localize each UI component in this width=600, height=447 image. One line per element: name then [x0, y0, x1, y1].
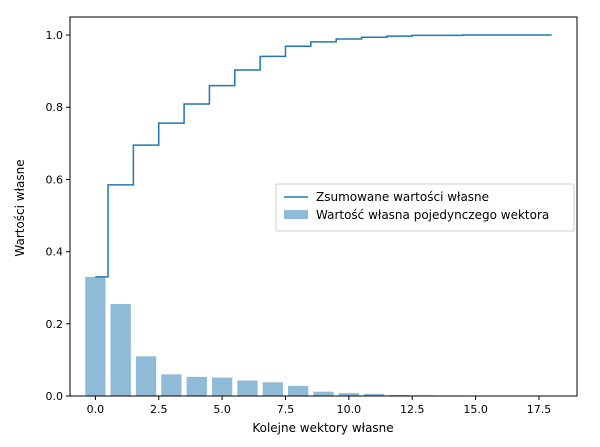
bar [211, 377, 233, 396]
bar [313, 391, 334, 396]
legend-label-individual: Wartość własna pojedynczego wektora [316, 208, 549, 222]
plot-frame [69, 16, 578, 397]
cumulative-step-line [95, 34, 552, 278]
bar [237, 380, 258, 396]
bar [338, 393, 359, 396]
x-tick-label: 17.5 [527, 403, 552, 416]
y-axis-label: Wartości własne [13, 159, 27, 256]
bar [389, 394, 410, 396]
legend-label-cumulative: Zsumowane wartości własne [316, 190, 489, 204]
bar [262, 382, 283, 396]
y-tick-label: 0.8 [46, 101, 64, 114]
y-tick-label: 0.6 [46, 173, 64, 186]
legend: Zsumowane wartości własne Wartość własna… [275, 183, 575, 232]
y-tick-label: 1.0 [46, 29, 64, 42]
y-tick-label: 0.4 [46, 246, 64, 259]
x-axis-label: Kolejne wektory własne [252, 421, 393, 435]
bar [186, 376, 207, 396]
y-tick-label: 0.0 [46, 390, 64, 403]
x-tick-label: 5.0 [213, 403, 231, 416]
x-axis: 0.0 2.5 5.0 7.5 10.0 12.5 15.0 17.5 [87, 396, 552, 416]
legend-box [275, 183, 575, 232]
x-tick-label: 7.5 [277, 403, 295, 416]
bar [135, 356, 157, 396]
bar [85, 276, 106, 396]
x-tick-label: 10.0 [337, 403, 362, 416]
bar [288, 385, 309, 396]
x-tick-label: 12.5 [400, 403, 425, 416]
x-tick-label: 15.0 [463, 403, 488, 416]
x-tick-label: 2.5 [150, 403, 168, 416]
bar [161, 374, 182, 396]
bar [364, 393, 385, 396]
y-tick-label: 0.2 [46, 318, 64, 331]
legend-bar-swatch [284, 210, 308, 219]
bar [110, 303, 131, 396]
y-axis: 0.0 0.2 0.4 0.6 0.8 1.0 [46, 29, 70, 403]
plot-area [69, 16, 578, 397]
x-tick-label: 0.0 [87, 403, 105, 416]
